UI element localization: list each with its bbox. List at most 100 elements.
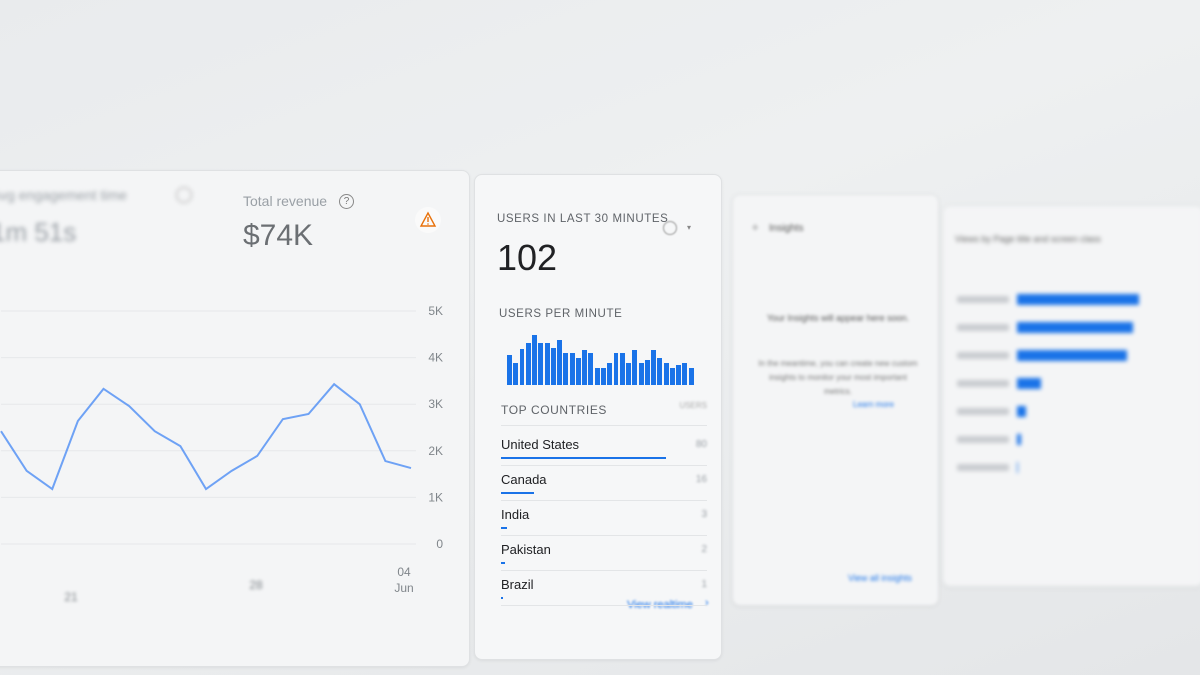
page-bar[interactable] (1017, 322, 1133, 333)
engagement-label: Avg engagement time (0, 187, 127, 203)
dropdown-caret-icon[interactable]: ▾ (687, 223, 692, 232)
country-share-bar (501, 527, 508, 529)
overview-card: Avg engagement time 1m 51s Total revenue… (0, 170, 470, 667)
divider (501, 605, 707, 606)
revenue-line-chart: 5K 4K 3K 2K 1K 0 21 28 04 Jun (0, 304, 443, 604)
country-users: 1 (701, 579, 707, 590)
top-countries-label: TOP COUNTRIES (501, 403, 608, 417)
y-tick-label: 4K (428, 351, 443, 365)
country-name: India (501, 507, 530, 522)
pages-title: Views by Page title and screen class (955, 234, 1101, 244)
minute-bar[interactable] (532, 335, 538, 385)
y-tick-label: 3K (428, 397, 443, 411)
minute-bar[interactable] (519, 349, 525, 385)
insights-icon: ✧ (751, 223, 760, 234)
page-label (957, 464, 1009, 471)
revenue-label: Total revenue (243, 193, 328, 209)
help-icon[interactable] (176, 187, 192, 203)
minute-bar[interactable] (613, 352, 619, 385)
country-name: Pakistan (501, 542, 551, 557)
country-users: 2 (701, 544, 707, 555)
per-minute-label: USERS PER MINUTE (499, 308, 623, 320)
minute-bar[interactable] (651, 350, 657, 385)
page-label (957, 352, 1009, 359)
pages-card: Views by Page title and screen class (942, 205, 1200, 587)
y-tick-label: 2K (428, 444, 443, 458)
minute-bar[interactable] (632, 350, 638, 385)
minute-bar[interactable] (607, 362, 613, 385)
divider (501, 425, 707, 426)
divider (501, 500, 707, 501)
divider (501, 465, 707, 466)
country-share-bar (501, 597, 504, 599)
page-bar[interactable] (1017, 350, 1127, 361)
minute-bar[interactable] (663, 362, 669, 385)
minute-bar[interactable] (525, 342, 531, 385)
country-share-bar (501, 457, 666, 459)
minute-bar[interactable] (682, 362, 688, 385)
country-users: 16 (695, 474, 707, 485)
minute-bar[interactable] (669, 367, 675, 385)
minute-bar[interactable] (601, 367, 606, 385)
minute-bar[interactable] (550, 347, 556, 385)
check-circle-icon[interactable] (663, 221, 677, 235)
minute-bar[interactable] (594, 367, 600, 385)
warning-triangle-icon[interactable] (415, 207, 441, 233)
country-name: United States (501, 437, 580, 452)
learn-more-link[interactable]: Learn more (853, 400, 894, 409)
country-name: Canada (501, 472, 547, 487)
engagement-value: 1m 51s (0, 217, 77, 247)
realtime-value: 102 (497, 237, 558, 278)
insights-body: In the meantime, you can create new cust… (758, 359, 918, 396)
page-bar[interactable] (1017, 434, 1021, 445)
page-label (957, 324, 1009, 331)
country-users: 80 (695, 439, 707, 450)
country-name: Brazil (501, 577, 534, 592)
divider (501, 570, 707, 571)
revenue-value: $74K (243, 219, 314, 252)
minute-bar[interactable] (544, 342, 550, 385)
users-per-minute-chart (507, 325, 695, 385)
country-users: 3 (701, 509, 707, 520)
minute-bar[interactable] (557, 340, 563, 385)
y-tick-label: 1K (428, 490, 443, 504)
page-bar[interactable] (1017, 406, 1026, 417)
minute-bar[interactable] (563, 352, 569, 385)
minute-bar[interactable] (676, 365, 682, 385)
page-bar[interactable] (1017, 462, 1019, 473)
minute-bar[interactable] (588, 352, 594, 385)
minute-bar[interactable] (569, 352, 575, 385)
x-tick-label: Jun (394, 581, 413, 595)
minute-bar[interactable] (582, 350, 588, 385)
country-share-bar (501, 562, 506, 564)
help-icon[interactable]: ? (339, 194, 354, 209)
minute-bar[interactable] (657, 357, 663, 385)
insights-headline: Your Insights will appear here soon. (766, 313, 910, 323)
page-label (957, 408, 1009, 415)
y-tick-label: 0 (436, 537, 443, 551)
x-tick-label: 04 (397, 565, 411, 579)
x-tick-label: 28 (249, 578, 263, 592)
x-tick-label: 21 (64, 590, 78, 604)
page-label (957, 380, 1009, 387)
arrow-right-icon[interactable]: › (705, 597, 709, 609)
realtime-title: USERS IN LAST 30 MINUTES (497, 213, 669, 225)
minute-bar[interactable] (513, 362, 519, 385)
minute-bar[interactable] (644, 360, 650, 385)
insights-title: Insights (769, 223, 804, 234)
page-label (957, 296, 1009, 303)
view-insights-link[interactable]: View all insights (848, 573, 912, 583)
minute-bar[interactable] (575, 357, 581, 385)
minute-bar[interactable] (638, 362, 644, 385)
page-bar[interactable] (1017, 378, 1042, 389)
page-bar[interactable] (1017, 294, 1139, 305)
y-tick-label: 5K (428, 304, 443, 318)
insights-card: ✧ Insights Your Insights will appear her… (732, 194, 939, 606)
minute-bar[interactable] (619, 352, 625, 385)
users-column-label: USERS (679, 401, 707, 410)
minute-bar[interactable] (507, 355, 512, 385)
minute-bar[interactable] (538, 342, 544, 385)
realtime-card: USERS IN LAST 30 MINUTES ▾ 102 USERS PER… (474, 174, 722, 660)
minute-bar[interactable] (688, 367, 694, 385)
minute-bar[interactable] (626, 362, 632, 385)
